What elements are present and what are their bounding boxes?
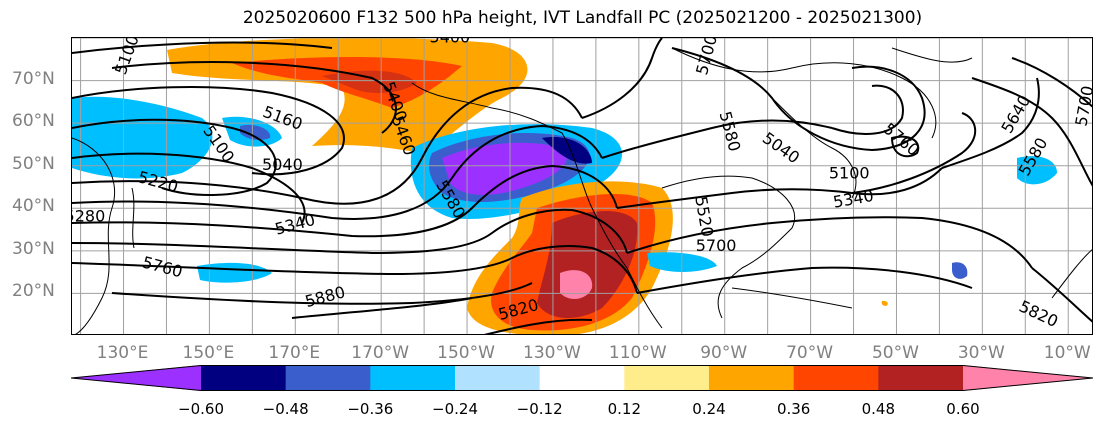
contour-label: 5280 [72,206,105,225]
colorbar-tick-label: −0.24 [432,400,478,418]
contour-label: 5040 [262,155,303,174]
longitude-label: 170°W [351,343,410,363]
longitude-label: 50°W [871,343,919,363]
contour-label: 5100 [829,164,870,183]
map-canvas: 5100540051605100504052205280534057605880… [72,38,1093,334]
longitude-label: 90°W [700,343,748,363]
longitude-label: 30°W [957,343,1005,363]
colorbar-tick-label: 0.24 [692,400,726,418]
longitude-label: 170°E [268,343,321,363]
colorbar-tick-label: −0.60 [178,400,224,418]
contour-label: 5040 [759,128,803,167]
longitude-label: 130°E [96,343,149,363]
colorbar-tick-label: 0.60 [946,400,980,418]
latitude-label: 20°N [12,281,55,302]
colorbar-segment [878,365,964,391]
colorbar-segment [793,365,879,391]
map-title: 2025020600 F132 500 hPa height, IVT Land… [242,8,923,28]
latitude-label: 70°N [12,68,55,89]
colorbar-segment [624,365,710,391]
colorbar-outline [71,365,1093,391]
colorbar [71,365,1093,391]
ivt-shading [72,38,1057,334]
colorbar-segment [370,365,456,391]
contour-label: 5880 [303,282,347,311]
colorbar-segment [71,365,201,391]
map-panel: 5100540051605100504052205280534057605880… [71,37,1093,335]
colorbar-segment [201,365,287,391]
contour-label: 5100 [111,38,143,77]
height-contours [72,38,1092,334]
contour-label: 5400 [430,38,471,47]
colorbar-segment [539,365,625,391]
latitude-label: 30°N [12,238,55,259]
longitude-label: 10°W [1043,343,1091,363]
colorbar-tick-label: −0.12 [516,400,563,418]
contour-label: 5700 [692,38,721,77]
colorbar-tick-label: −0.48 [262,400,309,418]
colorbar-segment [455,365,541,391]
latitude-label: 50°N [12,153,55,174]
contour-label: 5640 [997,92,1034,137]
contour-label: 5520 [691,195,717,238]
longitude-label: 150°W [437,343,495,363]
colorbar-segment [285,365,371,391]
colorbar-tick-label: 0.12 [607,400,642,418]
colorbar-segment [963,365,1093,391]
longitude-label: 110°W [608,343,667,363]
contour-label: 5760 [140,252,184,281]
contour-label: 5820 [1016,297,1061,331]
contour-label: 5700 [1072,84,1093,127]
contour-label: 5700 [696,236,737,255]
latitude-label: 40°N [12,196,55,217]
contour-label: 5580 [716,109,745,153]
longitude-label: 70°W [786,343,834,363]
colorbar-tick-label: 0.48 [861,400,896,418]
colorbar-segment [709,365,795,391]
latitude-label: 60°N [12,111,55,132]
colorbar-tick-label: 0.36 [776,400,811,418]
longitude-label: 150°E [182,343,235,363]
colorbar-tick-label: −0.36 [347,400,394,418]
longitude-label: 130°W [523,343,581,363]
